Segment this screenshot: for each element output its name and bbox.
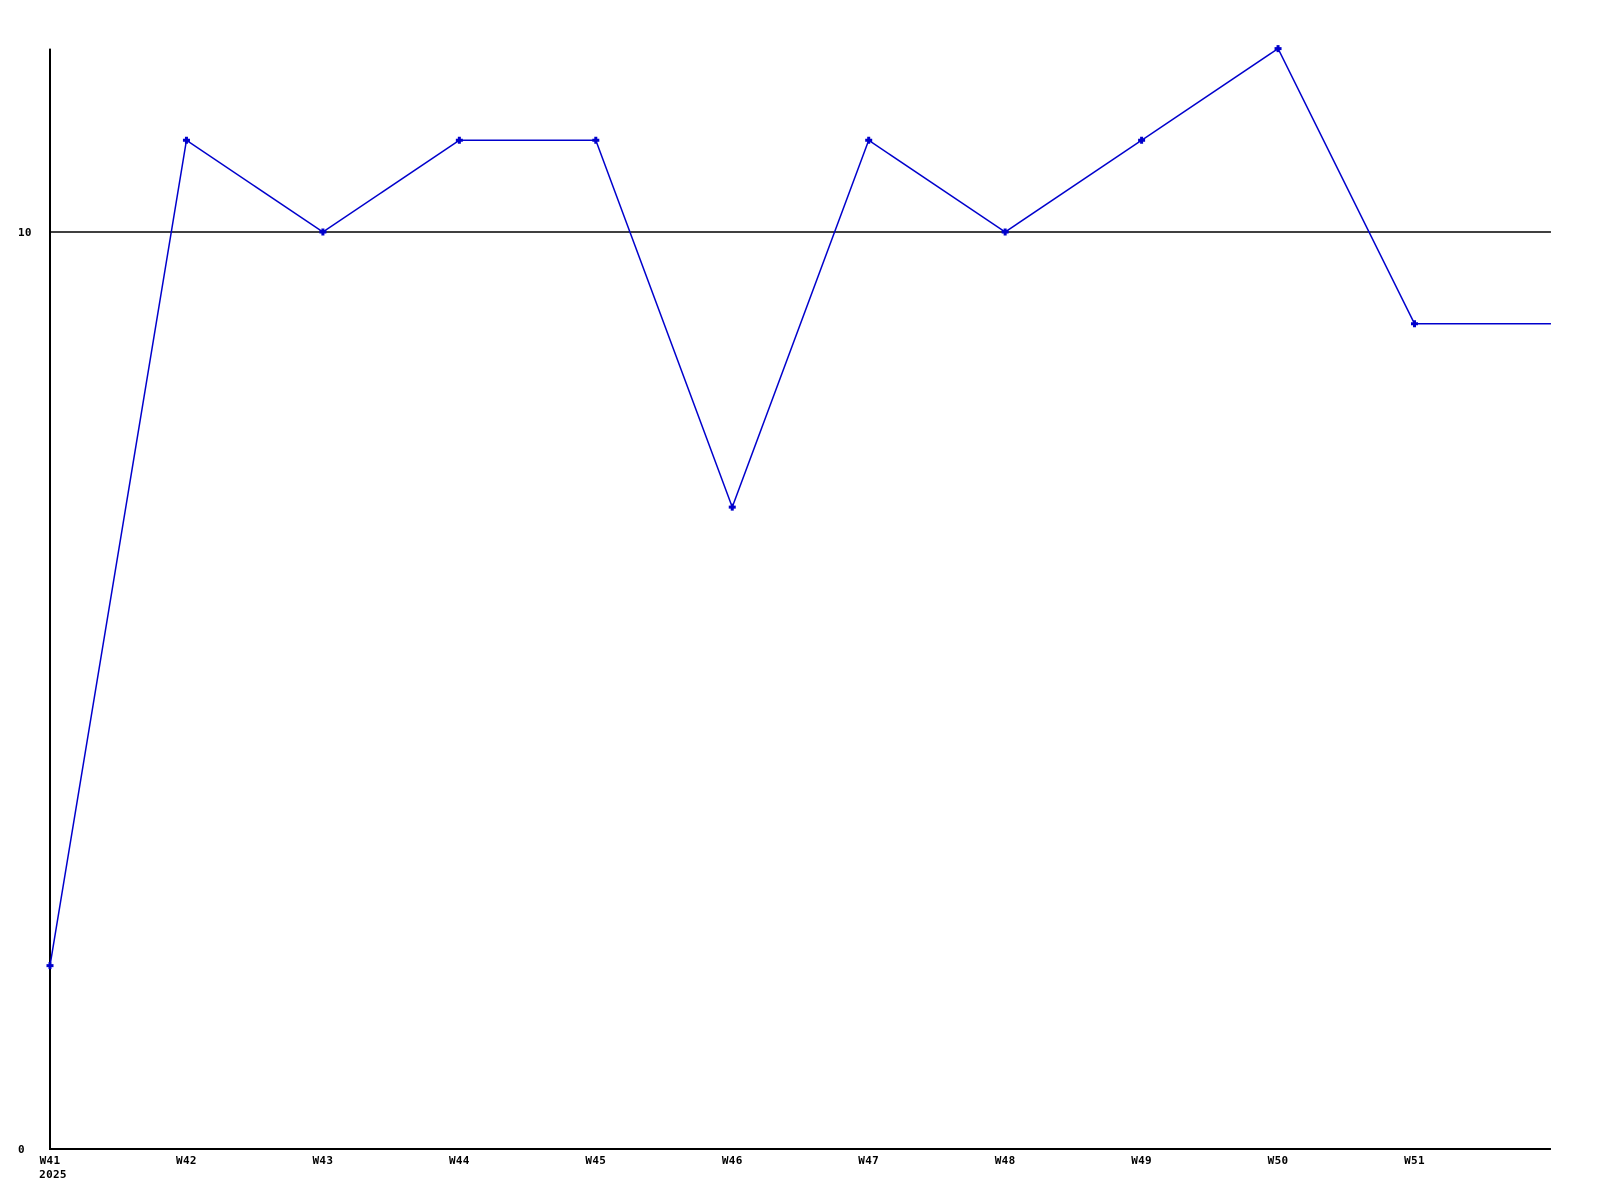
- data-point-marker: [182, 136, 190, 144]
- data-point-marker: [46, 962, 54, 970]
- x-year-label: 2025: [39, 1168, 67, 1181]
- axes: [49, 48, 1551, 1150]
- x-tick-label: W45: [585, 1154, 606, 1167]
- data-point-marker: [319, 228, 327, 236]
- data-point-marker: [592, 136, 600, 144]
- data-point-marker: [455, 136, 463, 144]
- y-tick-label: 0: [18, 1143, 25, 1156]
- x-tick-label: W51: [1404, 1154, 1425, 1167]
- y-tick-label: 10: [18, 226, 32, 239]
- series-line: [49, 47, 1551, 966]
- x-tick-label: W50: [1268, 1154, 1289, 1167]
- x-tick-label: W43: [313, 1154, 334, 1167]
- data-point-marker: [1138, 136, 1146, 144]
- x-tick-label: W42: [176, 1154, 197, 1167]
- data-point-marker: [1411, 320, 1418, 328]
- x-tick-label: W46: [722, 1154, 743, 1167]
- data-point-marker: [728, 503, 736, 511]
- data-point-marker: [1274, 45, 1282, 53]
- x-tick-label: W41: [40, 1154, 61, 1167]
- x-tick-label: W49: [1131, 1154, 1152, 1167]
- x-tick-label: W48: [995, 1154, 1016, 1167]
- data-point-marker: [1001, 228, 1009, 236]
- data-point-marker: [865, 136, 873, 144]
- x-tick-label: W47: [858, 1154, 879, 1167]
- x-tick-label: W44: [449, 1154, 470, 1167]
